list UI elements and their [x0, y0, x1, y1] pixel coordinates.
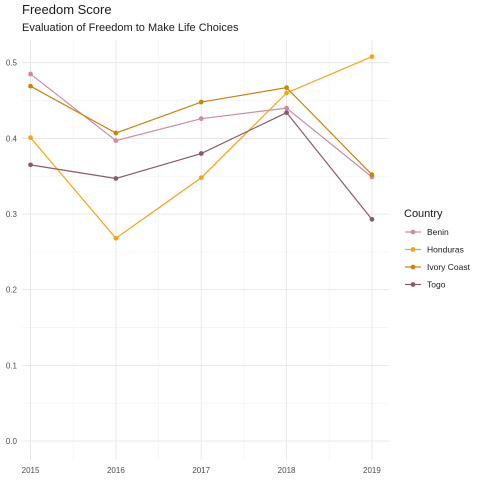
data-point-togo	[369, 216, 375, 222]
y-tick-label: 0.5	[6, 59, 18, 68]
x-tick-label: 2017	[192, 466, 210, 475]
chart-title: Freedom Score	[22, 2, 112, 17]
axis-tick-labels: 0.0 0.1 0.2 0.3 0.4 0.5 2015 2016 2017 2018 2019	[6, 59, 382, 475]
data-point-benin	[113, 138, 119, 144]
legend-label-togo: Togo	[427, 280, 446, 290]
y-tick-label: 0.0	[6, 437, 18, 446]
legend-label-benin: Benin	[427, 227, 449, 237]
chart-subtitle: Evaluation of Freedom to Make Life Choic…	[22, 22, 239, 34]
data-point-togo	[28, 162, 33, 168]
data-point-togo	[284, 110, 289, 116]
legend: Country Benin Honduras Ivory Coast Togo	[404, 208, 471, 290]
data-point-togo	[198, 151, 204, 156]
x-tick-label: 2018	[278, 466, 296, 475]
data-point-benin	[284, 105, 289, 111]
legend-key-point-honduras	[410, 247, 416, 252]
y-tick-label: 0.2	[6, 286, 18, 295]
x-tick-label: 2019	[363, 466, 381, 475]
legend-title: Country	[404, 208, 443, 220]
data-point-ivory-coast	[284, 85, 289, 91]
legend-key-point-ivory-coast	[410, 264, 416, 270]
legend-label-honduras: Honduras	[427, 245, 464, 255]
x-tick-label: 2016	[107, 466, 125, 475]
data-point-ivory-coast	[28, 83, 33, 89]
data-point-benin	[198, 116, 204, 122]
data-point-honduras	[284, 90, 289, 96]
data-point-honduras	[28, 135, 33, 141]
grid-lines	[22, 40, 389, 460]
y-tick-label: 0.4	[6, 134, 18, 143]
data-point-ivory-coast	[369, 172, 375, 178]
data-point-togo	[113, 176, 119, 181]
data-point-honduras	[198, 175, 204, 181]
y-tick-label: 0.3	[6, 210, 18, 219]
data-point-benin	[28, 71, 33, 77]
legend-key-point-togo	[410, 282, 416, 287]
legend-label-ivory-coast: Ivory Coast	[427, 262, 471, 272]
x-tick-label: 2015	[22, 466, 40, 475]
data-point-ivory-coast	[198, 99, 204, 105]
series-layer	[28, 54, 375, 241]
y-tick-label: 0.1	[6, 361, 18, 370]
legend-key-point-benin	[410, 229, 416, 235]
data-point-honduras	[369, 54, 375, 60]
data-point-ivory-coast	[113, 130, 119, 136]
data-point-honduras	[113, 235, 119, 241]
